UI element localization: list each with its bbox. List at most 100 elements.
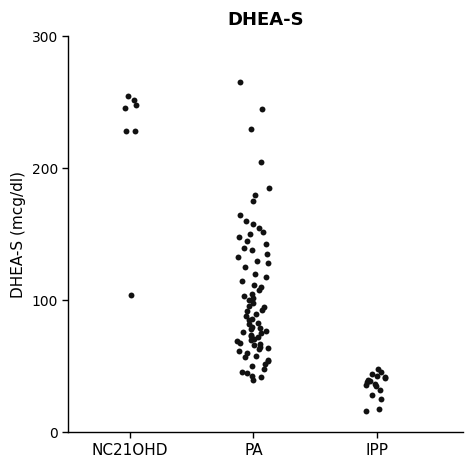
Point xyxy=(246,231,253,238)
Point xyxy=(131,128,139,135)
Point xyxy=(249,299,256,307)
Point xyxy=(377,396,384,403)
Point xyxy=(241,264,248,271)
Point xyxy=(253,257,260,265)
Point xyxy=(124,92,131,99)
Point xyxy=(374,365,382,373)
Point xyxy=(368,392,375,399)
Point xyxy=(263,240,270,247)
Point xyxy=(247,336,255,344)
Point xyxy=(257,373,265,381)
Point xyxy=(246,296,253,304)
Point xyxy=(263,273,270,280)
Point xyxy=(247,331,255,339)
Point xyxy=(243,237,250,245)
Point xyxy=(240,244,248,251)
Point xyxy=(247,125,255,132)
Point xyxy=(382,373,389,381)
Point xyxy=(132,101,140,109)
Point xyxy=(264,344,272,352)
Point xyxy=(248,323,256,331)
Point xyxy=(264,356,272,363)
Point xyxy=(259,228,267,235)
Point xyxy=(248,372,256,379)
Point xyxy=(255,319,262,326)
Point xyxy=(249,363,256,370)
Point xyxy=(264,260,272,267)
Point xyxy=(256,325,264,332)
Point xyxy=(239,328,247,336)
Point xyxy=(363,378,371,386)
Point xyxy=(372,383,380,390)
Point xyxy=(250,197,257,205)
Point xyxy=(257,283,265,291)
Point xyxy=(264,357,272,365)
Point xyxy=(128,291,135,299)
Point xyxy=(241,354,249,361)
Point xyxy=(248,315,255,323)
Point xyxy=(366,377,374,385)
Point xyxy=(365,376,372,383)
Point xyxy=(254,333,262,341)
Point xyxy=(258,306,266,313)
Point xyxy=(130,96,137,103)
Point xyxy=(234,338,241,345)
Point xyxy=(255,286,263,294)
Point xyxy=(261,360,268,368)
Point xyxy=(250,335,258,342)
Point xyxy=(244,307,251,315)
Point xyxy=(373,372,381,379)
Point xyxy=(238,277,246,284)
Point xyxy=(251,191,258,198)
Point xyxy=(255,346,263,353)
Point xyxy=(250,281,258,288)
Point xyxy=(247,325,255,333)
Point xyxy=(235,347,243,355)
Point xyxy=(376,386,384,394)
Point xyxy=(375,405,383,412)
Point xyxy=(246,320,253,328)
Point xyxy=(263,327,270,334)
Point xyxy=(249,220,257,227)
Point xyxy=(247,333,255,340)
Point xyxy=(242,312,250,320)
Point xyxy=(251,270,259,278)
Point xyxy=(264,250,271,258)
Point xyxy=(240,293,248,300)
Point xyxy=(123,128,130,135)
Point xyxy=(261,365,268,373)
Point xyxy=(257,330,265,337)
Point xyxy=(234,253,242,261)
Point xyxy=(260,303,268,311)
Point xyxy=(245,302,253,310)
Point xyxy=(265,184,273,192)
Point xyxy=(249,294,257,302)
Point xyxy=(382,375,389,382)
Point xyxy=(244,369,251,377)
Point xyxy=(372,380,379,387)
Point xyxy=(237,339,244,347)
Title: DHEA-S: DHEA-S xyxy=(228,11,304,29)
Point xyxy=(257,158,264,166)
Point xyxy=(236,233,243,241)
Point xyxy=(238,368,246,376)
Point xyxy=(363,381,370,389)
Point xyxy=(252,310,259,318)
Point xyxy=(248,290,256,297)
Point xyxy=(253,352,260,360)
Point xyxy=(368,371,376,378)
Y-axis label: DHEA-S (mcg/dl): DHEA-S (mcg/dl) xyxy=(11,171,26,298)
Point xyxy=(248,246,255,254)
Point xyxy=(249,376,257,383)
Point xyxy=(377,368,385,376)
Point xyxy=(244,349,251,357)
Point xyxy=(256,340,264,348)
Point xyxy=(256,343,264,350)
Point xyxy=(236,211,244,218)
Point xyxy=(121,104,129,111)
Point xyxy=(250,341,258,349)
Point xyxy=(236,79,244,86)
Point xyxy=(255,224,263,232)
Point xyxy=(242,218,250,225)
Point xyxy=(245,317,253,324)
